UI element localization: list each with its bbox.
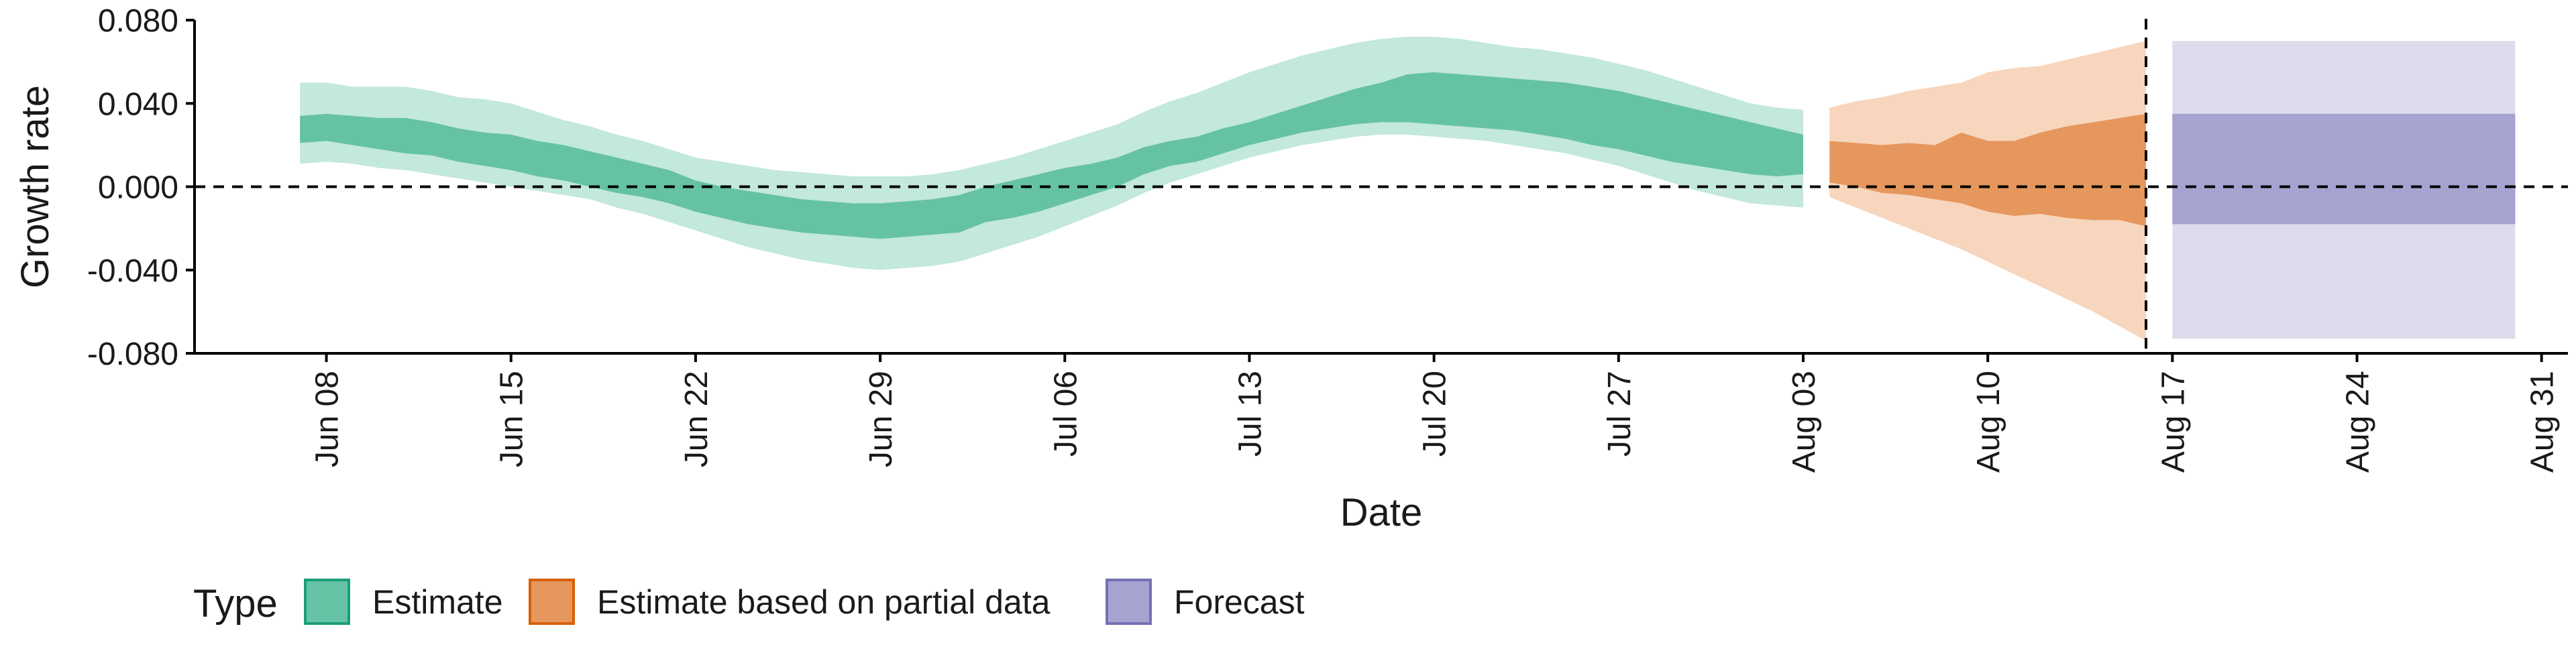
x-tick-label: Aug 31 [2525,371,2561,473]
legend-title: Type [193,582,278,626]
y-tick-label: -0.040 [87,253,178,289]
legend-label: Estimate based on partial data [597,583,1051,621]
y-tick-label: 0.000 [98,170,178,206]
x-axis-title: Date [1340,491,1423,534]
x-tick-label: Jun 08 [310,371,345,467]
legend-swatch [304,579,350,625]
reference-lines [195,19,2568,353]
tick-marks: -0.080 -0.040 0.000 0.040 0.080 Jun 08 Jun 15 J… [87,3,2561,473]
x-tick-label: Jul 13 [1232,371,1268,457]
legend-label: Forecast [1174,583,1305,621]
x-tick-label: Aug 10 [1971,371,2006,473]
y-tick-label: 0.080 [98,3,178,39]
series-1-inner-band [1829,113,2146,227]
x-tick-label: Aug 17 [2155,371,2191,473]
x-tick-label: Aug 24 [2341,371,2376,473]
y-tick-label: 0.040 [98,86,178,122]
x-tick-label: Jul 06 [1048,371,1083,457]
legend: Type Estimate Estimate based on partial d… [193,579,1305,626]
legend-label: Estimate [372,583,503,621]
series-2-inner-band [2172,113,2516,225]
legend-swatch [1106,579,1152,625]
x-tick-label: Aug 03 [1786,371,1822,473]
x-tick-label: Jun 15 [494,371,530,467]
y-tick-label: -0.080 [87,337,178,372]
x-tick-label: Jul 20 [1417,371,1453,457]
ribbon-layer [300,36,2516,341]
series-0-inner-band [300,72,1804,239]
x-tick-label: Jun 29 [863,371,899,467]
x-tick-label: Jul 27 [1602,371,1638,457]
x-tick-label: Jun 22 [679,371,714,467]
legend-swatch [529,579,575,625]
y-axis-title: Growth rate [13,85,57,288]
